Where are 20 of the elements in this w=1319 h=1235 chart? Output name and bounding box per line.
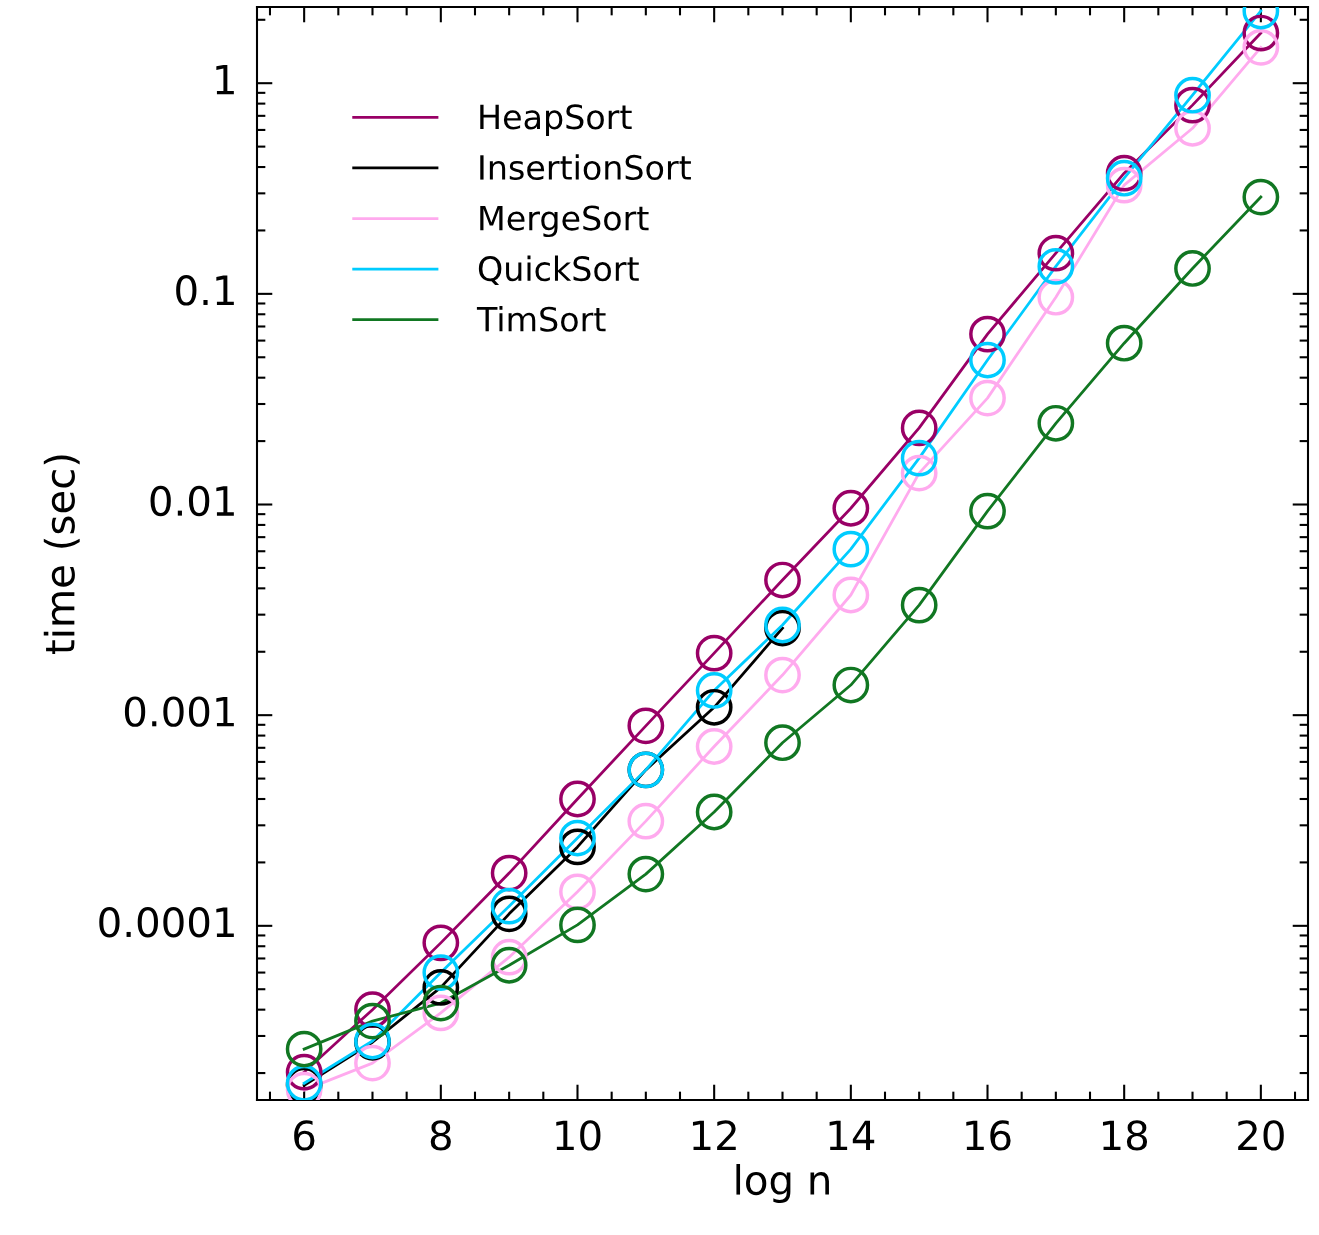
legend-label: HeapSort	[480, 104, 632, 136]
y-tick-label: 1	[216, 64, 234, 95]
x-tick-label: 12	[692, 1120, 736, 1151]
y-tick-label: 0.001	[124, 696, 234, 727]
x-tick-label: 16	[966, 1120, 1011, 1151]
x-tick-label: 14	[829, 1120, 875, 1151]
y-tick-label: 0.1	[176, 275, 234, 306]
x-axis-title: log n	[736, 1163, 829, 1203]
x-tick-label: 10	[556, 1120, 601, 1151]
y-axis-title: time (sec)	[43, 455, 80, 654]
x-tick-label: 20	[1238, 1120, 1284, 1151]
x-tick-label: 8	[430, 1120, 451, 1151]
x-tick-label: 6	[294, 1120, 315, 1151]
legend-label: QuickSort	[478, 255, 639, 286]
legend-label: TimSort	[476, 306, 606, 332]
legend-label: InsertionSort	[480, 154, 691, 181]
legend-label: MergeSort	[480, 205, 649, 238]
y-tick-label: 0.01	[150, 485, 234, 517]
y-tick-label: 0.0001	[99, 907, 234, 938]
x-tick-label: 18	[1102, 1120, 1148, 1151]
